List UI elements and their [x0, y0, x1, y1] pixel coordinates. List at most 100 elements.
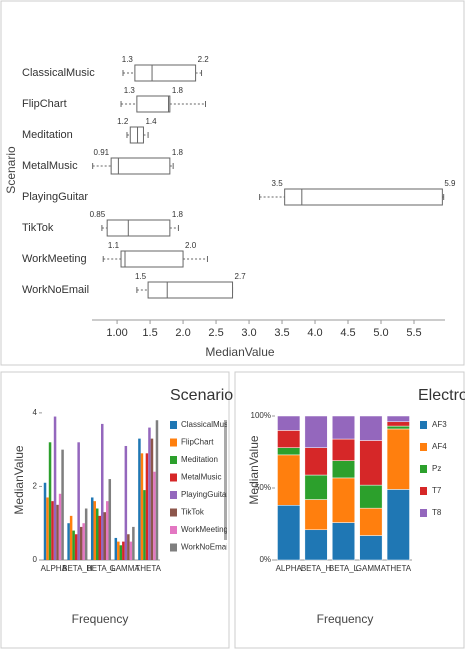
bar [61, 449, 64, 560]
legend-label: TikTok [181, 508, 205, 517]
legend-title: Scenario [170, 387, 233, 404]
x-tick-label: GAMMA [109, 564, 140, 573]
q3-label: 2.0 [185, 241, 197, 250]
legend-label: AF3 [432, 420, 447, 429]
x-tick-label: THETA [135, 564, 161, 573]
bar-segment [277, 430, 301, 448]
bar [124, 445, 128, 560]
category-label: MetalMusic [22, 160, 78, 172]
legend-label: T8 [432, 508, 442, 517]
legend-label: AF4 [432, 442, 447, 451]
legend-swatch [170, 526, 177, 534]
bar [90, 497, 94, 560]
box [136, 95, 171, 113]
box [284, 188, 443, 206]
bar-segment [386, 489, 410, 561]
bar-segment [277, 505, 301, 561]
q3-label: 1.8 [172, 148, 184, 157]
legend-swatch [170, 438, 177, 447]
box [120, 250, 184, 268]
q3-label: 5.9 [444, 179, 456, 188]
q3-label: 2.2 [198, 55, 210, 64]
bar-segment [359, 415, 383, 441]
q1-label: 0.91 [94, 148, 110, 157]
bar-segment [277, 454, 301, 506]
legend-label: T7 [432, 486, 442, 495]
y-axis-title: MedianValue [247, 435, 261, 504]
bar-segment [304, 499, 328, 531]
bar [51, 501, 54, 560]
bar [46, 497, 49, 560]
legend-swatch [170, 491, 177, 499]
q1-label: 3.5 [272, 179, 284, 188]
legend-swatch [420, 487, 427, 495]
bar [67, 523, 70, 560]
legend-swatch [170, 421, 177, 429]
bar [150, 438, 154, 560]
bar [101, 423, 104, 560]
x-axis-title: Frequency [317, 612, 374, 626]
bar [127, 534, 130, 560]
x-tick-label: 3.0 [241, 327, 256, 339]
bar-segment [332, 522, 355, 561]
legend-label: FlipChart [181, 438, 214, 447]
bar-segment [359, 507, 383, 536]
bar-segment [386, 415, 410, 423]
box [106, 219, 171, 237]
q1-label: 1.5 [135, 272, 147, 281]
panel [0, 0, 465, 366]
legend-label: Meditation [181, 455, 218, 464]
panel [0, 371, 230, 649]
y-tick-label: 0% [259, 555, 271, 564]
bar-segment [332, 460, 355, 479]
scrollbar [224, 420, 227, 540]
x-tick-label: GAMMA [356, 564, 387, 573]
bar [138, 438, 141, 560]
box [110, 157, 171, 175]
legend-swatch [170, 508, 177, 517]
bar [98, 515, 101, 560]
legend-swatch [420, 509, 427, 517]
x-tick-label: 4.5 [340, 327, 355, 339]
bar-segment [304, 447, 328, 476]
y-axis-title: Scenario [4, 146, 18, 194]
bar [77, 442, 80, 560]
legend-swatch [170, 543, 177, 552]
bar [53, 416, 57, 560]
category-label: WorkMeeting [22, 253, 87, 265]
category-label: Meditation [22, 129, 73, 141]
category-label: TikTok [22, 222, 54, 234]
bar-segment [277, 447, 301, 456]
bar [153, 471, 156, 560]
bar [117, 541, 120, 560]
q1-label: 1.3 [122, 55, 134, 64]
bar-segment [304, 415, 328, 448]
bar [145, 453, 149, 560]
legend-title: Electrode [418, 387, 465, 404]
q3-label: 2.7 [235, 272, 247, 281]
bar [43, 482, 47, 560]
legend-swatch [420, 421, 427, 429]
bar-segment [386, 428, 410, 490]
y-axis-title: MedianValue [12, 445, 26, 514]
q3-label: 1.8 [172, 86, 184, 95]
bar [108, 479, 112, 560]
legend: ClassicalMusic FlipChart Meditation MetalMu… [170, 420, 227, 552]
bar [155, 420, 159, 560]
bar-segment [359, 484, 383, 509]
x-tick-label: ALPHA [276, 564, 303, 573]
x-axis-title: Frequency [72, 612, 129, 626]
bar [82, 523, 85, 560]
bar-segment [359, 535, 383, 561]
bar-segment [304, 529, 328, 561]
legend-label: Pz [432, 464, 441, 473]
x-tick-label: BETA_H [301, 564, 332, 573]
bar-segment [304, 474, 328, 500]
x-tick-label: 2.5 [208, 327, 223, 339]
bar [72, 530, 75, 560]
box [129, 126, 144, 144]
x-tick-label: THETA [385, 564, 411, 573]
bar-segment [359, 440, 383, 486]
q1-label: 1.2 [117, 117, 129, 126]
